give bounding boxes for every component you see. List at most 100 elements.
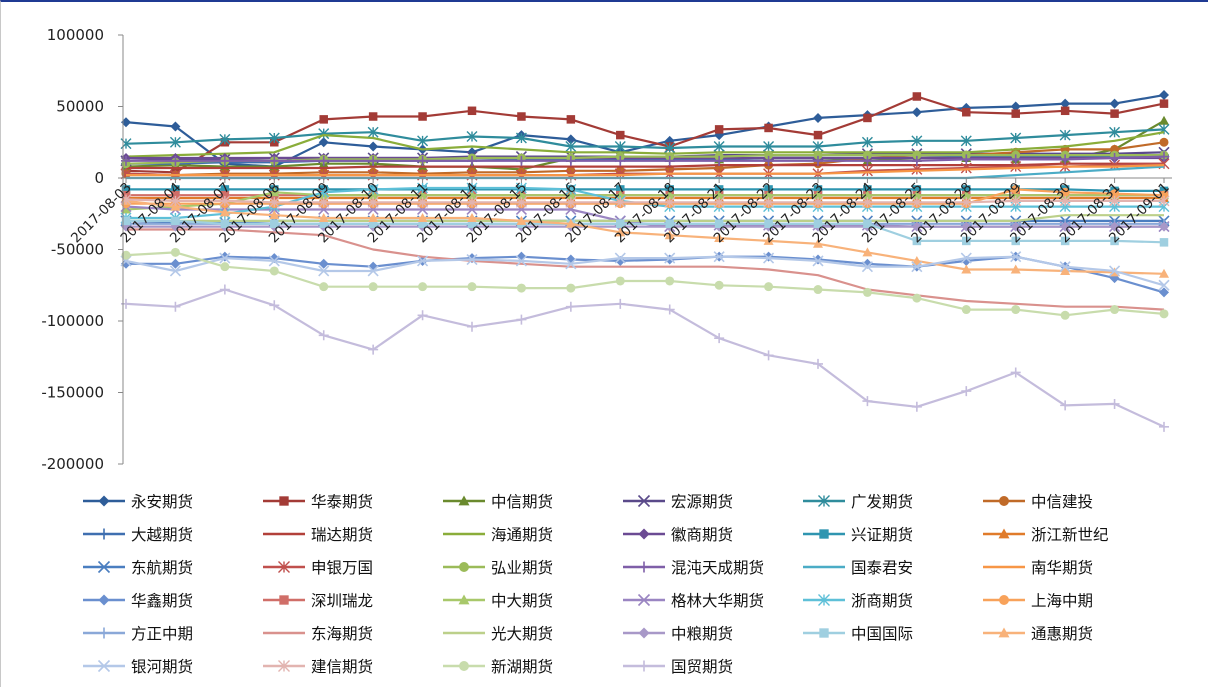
data-point bbox=[219, 252, 231, 264]
data-point bbox=[911, 401, 922, 412]
data-point bbox=[912, 150, 922, 160]
data-point bbox=[615, 276, 625, 286]
data-point bbox=[665, 219, 674, 229]
legend-swatch-marker bbox=[638, 627, 650, 639]
data-point bbox=[368, 213, 379, 223]
legend-item: 东航期货 bbox=[83, 559, 193, 577]
legend-item: 华泰期货 bbox=[263, 493, 373, 511]
data-point bbox=[171, 190, 180, 200]
data-point bbox=[1159, 287, 1169, 298]
data-point bbox=[170, 121, 181, 132]
data-point bbox=[219, 284, 230, 295]
data-point bbox=[318, 196, 330, 208]
legend-item: 永安期货 bbox=[83, 493, 193, 511]
data-point bbox=[961, 221, 972, 232]
data-point bbox=[1159, 238, 1169, 247]
data-point bbox=[664, 142, 676, 154]
data-point bbox=[763, 196, 775, 208]
legend-label: 华鑫期货 bbox=[131, 592, 193, 610]
data-point bbox=[960, 196, 972, 208]
data-point bbox=[565, 190, 576, 200]
data-point bbox=[664, 304, 675, 315]
data-point bbox=[616, 185, 625, 194]
data-point bbox=[467, 282, 477, 292]
data-point bbox=[1060, 187, 1070, 197]
y-tick-label: -200000 bbox=[41, 455, 104, 473]
series-line bbox=[125, 288, 1165, 428]
data-point bbox=[1110, 189, 1120, 199]
series-line bbox=[125, 131, 1165, 158]
legend-label: 宏源期货 bbox=[671, 493, 733, 511]
legend-swatch-marker bbox=[458, 495, 470, 506]
axes-group: 100000500000-50000-100000-150000-2000002… bbox=[41, 26, 1173, 473]
data-point bbox=[318, 155, 329, 166]
data-point bbox=[961, 154, 972, 165]
series-line bbox=[126, 188, 1165, 205]
data-point bbox=[665, 185, 674, 194]
data-point bbox=[515, 196, 527, 208]
data-point bbox=[565, 141, 577, 153]
legend-item: 中大期货 bbox=[443, 592, 553, 610]
data-point bbox=[1158, 195, 1170, 207]
data-point bbox=[368, 344, 379, 355]
data-point bbox=[1109, 126, 1121, 138]
data-point bbox=[417, 182, 429, 194]
legend-swatch-marker bbox=[637, 593, 651, 607]
legend-label: 银河期货 bbox=[131, 658, 193, 676]
legend-item: 通惠期货 bbox=[983, 625, 1093, 643]
data-point bbox=[665, 276, 675, 286]
legend-item: 南华期货 bbox=[983, 559, 1093, 577]
legend-label: 中信建投 bbox=[1031, 493, 1093, 511]
data-point bbox=[664, 252, 676, 264]
data-point bbox=[467, 321, 477, 332]
legend-label: 中信期货 bbox=[491, 493, 553, 511]
data-point bbox=[714, 233, 725, 243]
data-point bbox=[862, 396, 873, 407]
data-point bbox=[1159, 190, 1169, 200]
data-point bbox=[219, 133, 231, 145]
legend-label: 通惠期货 bbox=[1031, 625, 1093, 643]
data-point bbox=[763, 251, 774, 262]
data-point bbox=[911, 107, 922, 118]
data-point bbox=[614, 196, 626, 208]
legend-swatch-marker bbox=[998, 528, 1010, 539]
y-tick-label: -100000 bbox=[41, 312, 104, 330]
data-point bbox=[1060, 310, 1070, 320]
data-point bbox=[1010, 195, 1022, 207]
series-line bbox=[126, 162, 1164, 170]
legend-item: 建信期货 bbox=[263, 658, 373, 676]
data-point bbox=[863, 219, 872, 229]
data-point bbox=[813, 130, 823, 140]
data-point bbox=[714, 219, 724, 229]
data-point bbox=[714, 333, 725, 344]
data-point bbox=[565, 218, 576, 228]
legend-swatch-marker bbox=[459, 661, 469, 671]
legend-label: 国贸期货 bbox=[671, 658, 733, 676]
data-point bbox=[368, 190, 379, 200]
data-point bbox=[763, 155, 774, 166]
legend-item: 光大期货 bbox=[443, 625, 553, 643]
series-line bbox=[126, 164, 1165, 177]
data-point bbox=[714, 280, 724, 290]
data-point bbox=[962, 236, 971, 246]
data-point bbox=[1010, 132, 1022, 144]
data-point bbox=[219, 207, 230, 217]
data-point bbox=[1109, 98, 1120, 109]
data-point bbox=[911, 155, 922, 166]
data-point bbox=[1159, 268, 1169, 278]
legend-label: 大越期货 bbox=[131, 526, 193, 544]
data-point bbox=[615, 227, 626, 237]
data-point bbox=[565, 301, 576, 312]
data-point bbox=[121, 216, 131, 226]
data-point bbox=[170, 247, 180, 257]
data-point bbox=[367, 265, 379, 277]
data-point bbox=[862, 190, 873, 200]
data-point bbox=[467, 106, 477, 116]
data-point bbox=[268, 132, 280, 144]
series-line bbox=[125, 251, 1165, 317]
data-point bbox=[861, 196, 873, 208]
data-point bbox=[565, 183, 577, 195]
series-line bbox=[125, 198, 1164, 204]
data-point bbox=[516, 314, 527, 325]
